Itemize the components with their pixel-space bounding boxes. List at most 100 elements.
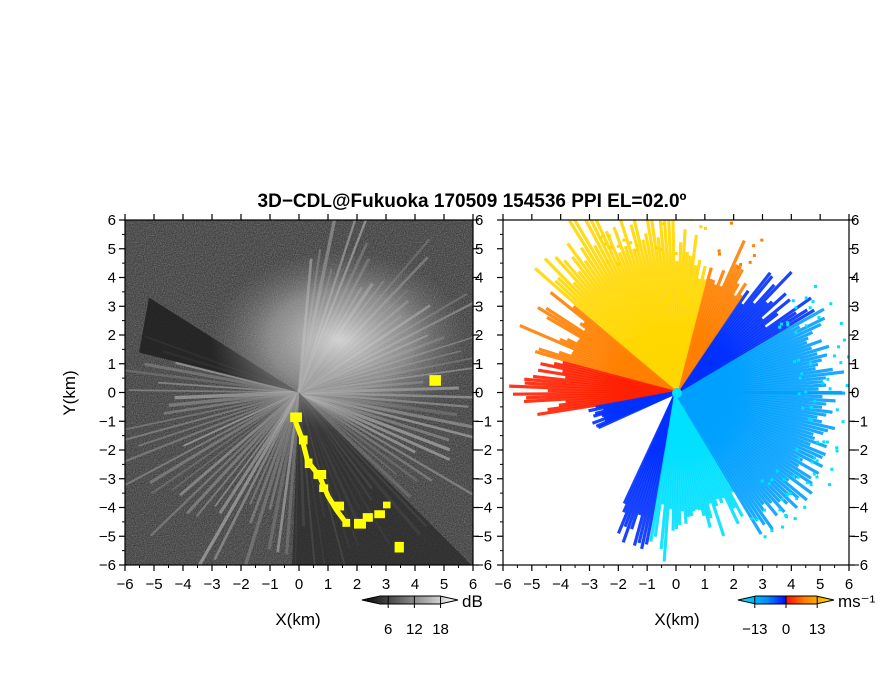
- velocity-speckle: [603, 242, 607, 246]
- velocity-speckle: [607, 234, 611, 238]
- x-tick-label: 4: [411, 576, 419, 593]
- velocity-speckle: [786, 321, 790, 325]
- velocity-speckle: [822, 440, 826, 444]
- y-tick-label-right: 2: [851, 327, 859, 344]
- y-tick-label: 1: [108, 356, 116, 373]
- velocity-speckle: [659, 247, 663, 251]
- velocity-speckle: [767, 482, 771, 486]
- y-tick-label-right: −5: [475, 528, 492, 545]
- x-tick-label: 5: [816, 576, 824, 593]
- snr-low-sector: [292, 392, 472, 565]
- snr-ylabel: Y(km): [60, 370, 79, 415]
- velocity-speckle: [797, 358, 801, 362]
- snr-highlight-point: [374, 510, 385, 519]
- x-tick-label: 6: [845, 576, 853, 593]
- y-tick-label-right: 1: [475, 356, 483, 373]
- velocity-speckle: [810, 460, 814, 464]
- velocity-speckle: [622, 238, 626, 242]
- x-tick-label: −1: [261, 576, 278, 593]
- snr-colorbar-bar: [361, 595, 459, 605]
- velocity-speckle: [797, 392, 801, 396]
- velocity-speckle: [809, 483, 813, 487]
- velocity-speckle: [781, 525, 785, 529]
- velocity-speckle: [828, 483, 832, 487]
- velocity-speckle: [778, 508, 782, 512]
- colorbar-tick-label: 18: [432, 621, 449, 638]
- velocity-speckle: [832, 354, 836, 358]
- velocity-speckle: [801, 406, 805, 410]
- x-tick-label: −6: [116, 576, 133, 593]
- velocity-speckle: [752, 244, 756, 248]
- velocity-speckle: [798, 376, 802, 380]
- velocity-speckle: [815, 475, 819, 479]
- x-tick-label: −3: [203, 576, 220, 593]
- velocity-speckle: [796, 475, 800, 479]
- velocity-speckle: [780, 322, 784, 326]
- velocity-speckle: [788, 492, 792, 496]
- snr-colorbar: 6 12 18 dB: [361, 592, 483, 638]
- velocity-speckle: [817, 316, 821, 320]
- y-tick-label-right: −4: [475, 500, 492, 517]
- y-tick-label: −4: [99, 500, 116, 517]
- x-tick-label: 5: [440, 576, 448, 593]
- y-tick-label-right: 6: [851, 212, 859, 229]
- y-tick-label: 4: [108, 270, 116, 287]
- snr-highlight-point: [333, 501, 345, 511]
- velocity-speckle: [780, 497, 784, 501]
- velocity-speckle: [629, 241, 633, 245]
- velocity-speckle: [755, 517, 759, 521]
- x-tick-label: −5: [523, 576, 540, 593]
- y-tick-label-right: −5: [851, 528, 868, 545]
- velocity-colorbar: −13 0 13 ms⁻¹: [737, 592, 876, 638]
- y-tick-label: −2: [99, 442, 116, 459]
- velocity-speckle: [839, 361, 843, 365]
- velocity-speckle: [842, 338, 846, 342]
- y-tick-label-right: 4: [851, 270, 859, 287]
- velocity-speckle: [616, 262, 620, 266]
- velocity-speckle: [816, 440, 820, 444]
- y-tick-label-right: −3: [475, 471, 492, 488]
- y-tick-label-right: −1: [851, 413, 868, 430]
- velocity-ray: [675, 390, 846, 395]
- velocity-speckle: [804, 390, 808, 394]
- velocity-speckle: [770, 529, 774, 533]
- velocity-speckle: [794, 306, 798, 310]
- snr-xlabel: X(km): [275, 610, 320, 629]
- snr-axes: −6 −5 −4 −3 −2 −1 0 1 2 3 4 5 6−6 −6−5 −5−4 −4−3 −3−2 −2−…: [99, 212, 492, 593]
- velocity-speckle: [813, 456, 817, 460]
- velocity-speckle: [609, 245, 613, 249]
- snr-colorbar-unit: dB: [462, 592, 483, 611]
- velocity-speckle: [836, 345, 840, 349]
- velocity-speckle: [634, 249, 638, 253]
- y-tick-label: −1: [99, 413, 116, 430]
- y-tick-label-right: −2: [475, 442, 492, 459]
- y-tick-label: −5: [99, 528, 116, 545]
- velocity-speckle: [810, 419, 814, 423]
- velocity-xlabel: X(km): [654, 610, 699, 629]
- velocity-speckle: [606, 260, 610, 264]
- velocity-speckle: [804, 296, 808, 300]
- velocity-speckle: [810, 406, 814, 410]
- x-tick-label: −2: [232, 576, 249, 593]
- snr-panel: −6 −5 −4 −3 −2 −1 0 1 2 3 4 5 6−6 −6−5 −5−4 −4−3 −3−2 −2−…: [60, 212, 492, 629]
- x-tick-label: 4: [787, 576, 795, 593]
- y-tick-label-right: −2: [851, 442, 868, 459]
- y-tick-label-right: 6: [475, 212, 483, 229]
- velocity-speckle: [699, 225, 703, 229]
- velocity-speckle: [599, 236, 603, 240]
- velocity-speckle: [808, 361, 812, 365]
- velocity-speckle: [825, 440, 829, 444]
- y-tick-label-right: −6: [475, 557, 492, 574]
- x-tick-label: 0: [672, 576, 680, 593]
- colorbar-tick-label: 0: [782, 621, 790, 638]
- velocity-speckle: [763, 535, 767, 539]
- velocity-speckle: [841, 420, 845, 424]
- x-tick-label: −1: [639, 576, 656, 593]
- y-tick-label-right: 0: [851, 385, 859, 402]
- y-tick-label: 6: [108, 212, 116, 229]
- y-tick-label-right: 3: [475, 298, 483, 315]
- y-tick-label-right: 1: [851, 356, 859, 373]
- velocity-speckle: [703, 226, 707, 230]
- velocity-speckle: [800, 372, 804, 376]
- velocity-speckle: [795, 448, 799, 452]
